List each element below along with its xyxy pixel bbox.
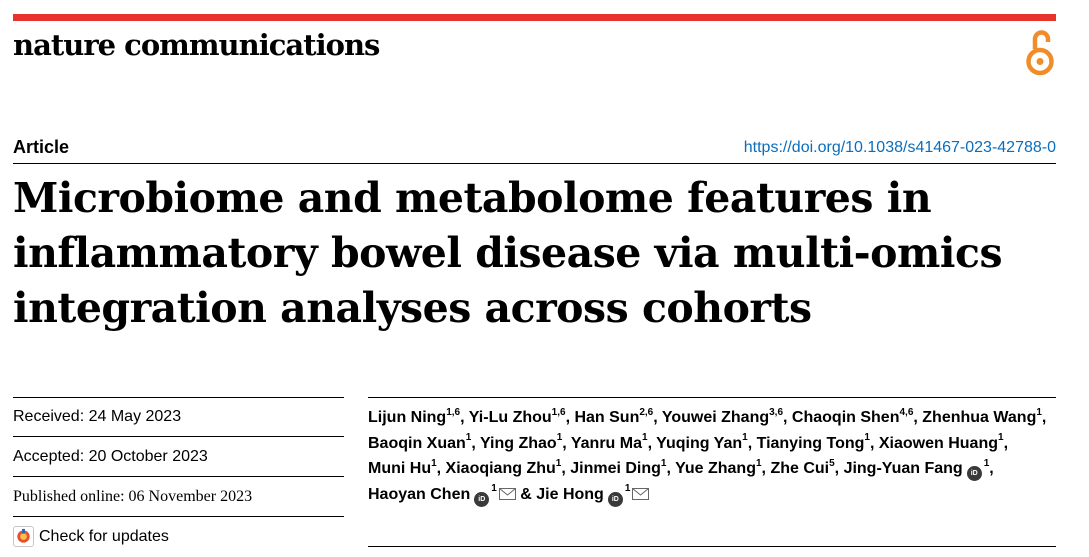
author-name[interactable]: Lijun Ning1,6 xyxy=(368,406,461,426)
open-access-shackle xyxy=(1032,30,1051,49)
author-name[interactable]: Zhenhua Wang1 xyxy=(922,406,1042,426)
author-name[interactable]: Muni Hu1 xyxy=(368,457,437,477)
dates-divider xyxy=(13,516,344,517)
author-name[interactable]: Xiaoqiang Zhu1 xyxy=(445,457,562,477)
author-name[interactable]: Yi-Lu Zhou1,6 xyxy=(468,406,566,426)
orcid-icon[interactable]: iD xyxy=(607,491,623,507)
author-name[interactable]: Zhe Cui5 xyxy=(770,457,835,477)
article-type: Article xyxy=(13,137,70,157)
author-name[interactable]: Han Sun2,6 xyxy=(574,406,654,426)
journal-name[interactable]: nature communications xyxy=(13,28,380,62)
journal-brand-bar xyxy=(13,14,1056,21)
author-name[interactable]: Haoyan Chen iD1 xyxy=(368,484,516,507)
orcid-icon[interactable]: iD xyxy=(966,466,982,481)
author-name[interactable]: Chaoqin Shen4,6 xyxy=(791,406,914,426)
article-title: Microbiome and metabolome features in in… xyxy=(13,174,1003,332)
email-icon[interactable] xyxy=(498,487,516,500)
author-name[interactable]: Jie Hong iD1 xyxy=(536,484,650,507)
author-name[interactable]: Yanru Ma1 xyxy=(570,432,648,452)
author-name[interactable]: Yue Zhang1 xyxy=(675,457,762,477)
check-for-updates-label: Check for updates xyxy=(39,527,169,545)
check-for-updates-button[interactable]: Check for updates xyxy=(13,526,169,547)
author-name[interactable]: Jing-Yuan Fang iD1 xyxy=(844,458,989,481)
dates-divider-top xyxy=(13,397,344,398)
author-list: Lijun Ning1,6, Yi-Lu Zhou1,6, Han Sun2,6… xyxy=(368,405,1058,507)
accepted-date: Accepted: 20 October 2023 xyxy=(13,448,208,465)
authors-divider-bottom xyxy=(368,546,1056,547)
author-name[interactable]: Jinmei Ding1 xyxy=(570,457,667,477)
author-name[interactable]: Xiaowen Huang1 xyxy=(878,432,1004,452)
title-divider xyxy=(13,163,1056,164)
author-name[interactable]: Yuqing Yan1 xyxy=(656,432,748,452)
published-date: Published online: 06 November 2023 xyxy=(13,488,253,505)
dates-divider xyxy=(13,436,344,437)
open-access-dot xyxy=(1036,58,1044,65)
open-access-icon xyxy=(1026,30,1054,76)
dates-divider xyxy=(13,476,344,477)
received-date: Received: 24 May 2023 xyxy=(13,408,182,425)
author-name[interactable]: Youwei Zhang3,6 xyxy=(661,406,784,426)
doi-link[interactable]: https://doi.org/10.1038/s41467-023-42788… xyxy=(743,139,1056,156)
email-icon[interactable] xyxy=(632,487,650,500)
open-access-ring xyxy=(1026,47,1054,76)
author-name[interactable]: Tianying Tong1 xyxy=(756,432,870,452)
authors-divider-top xyxy=(368,397,1056,398)
author-name[interactable]: Baoqin Xuan1 xyxy=(368,432,472,452)
author-name[interactable]: Ying Zhao1 xyxy=(479,432,563,452)
orcid-icon[interactable]: iD xyxy=(474,491,490,507)
check-for-updates-icon xyxy=(13,526,34,547)
